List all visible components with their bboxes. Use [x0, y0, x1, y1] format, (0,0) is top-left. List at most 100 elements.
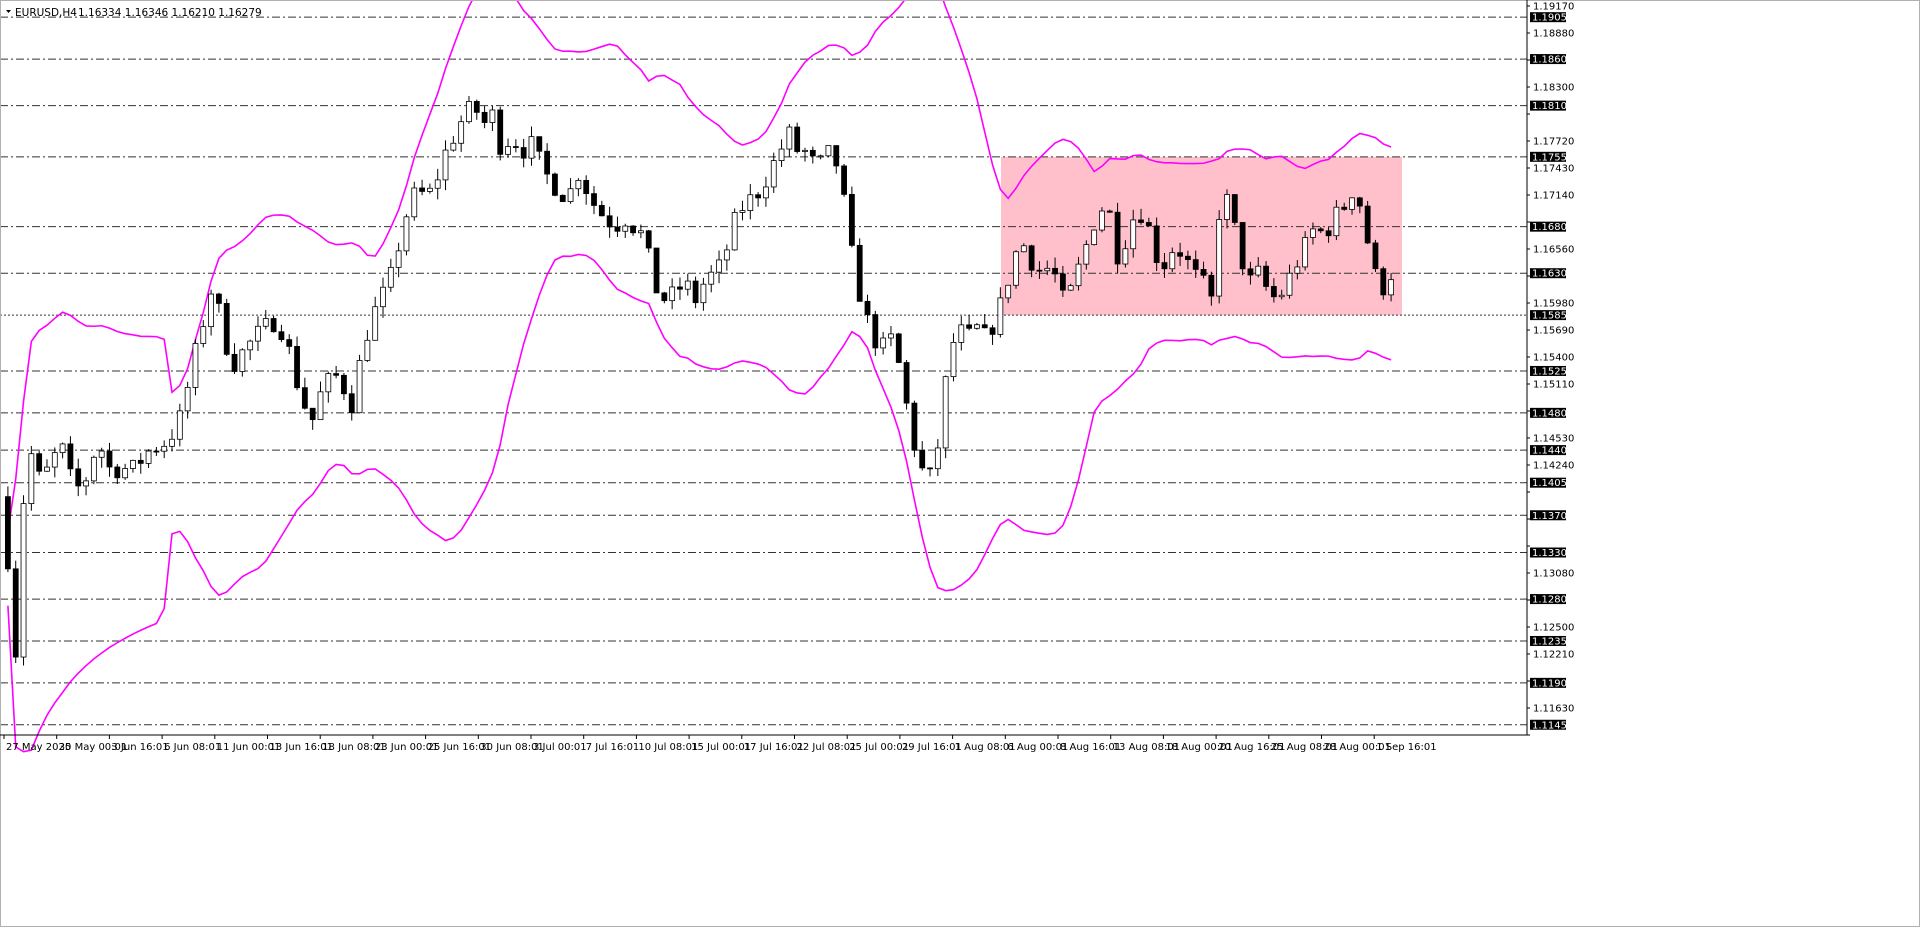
candle — [1372, 239, 1379, 273]
candle — [1052, 257, 1058, 283]
candle — [192, 339, 199, 396]
level-label-1.11900: 1.11900 — [1530, 677, 1573, 689]
candle — [1122, 240, 1129, 268]
candle — [59, 442, 66, 459]
price-tick-label: 1.17720 — [1533, 137, 1574, 148]
candle — [255, 316, 261, 351]
candle — [637, 224, 644, 239]
price-tick-label: 1.18300 — [1533, 83, 1574, 94]
candle — [958, 316, 965, 351]
candle — [278, 324, 285, 343]
candle — [426, 183, 433, 194]
candle — [731, 208, 738, 251]
candle — [1177, 242, 1183, 266]
candle — [1185, 250, 1191, 270]
candle — [216, 292, 222, 313]
candle — [974, 322, 980, 330]
candle — [114, 463, 121, 485]
price-tick-label: 1.11630 — [1533, 704, 1574, 715]
candle — [411, 181, 418, 221]
candle — [387, 258, 394, 292]
candle — [1099, 207, 1105, 233]
candle — [1325, 227, 1332, 243]
candle — [661, 291, 668, 304]
candle — [458, 115, 465, 152]
candle — [1200, 261, 1207, 279]
candle — [341, 372, 347, 401]
price-tick-label: 1.12500 — [1533, 623, 1574, 634]
candle — [1005, 284, 1012, 304]
candle — [903, 360, 910, 410]
candle — [262, 310, 269, 330]
candle — [67, 436, 74, 477]
candle — [567, 178, 574, 204]
candle — [403, 214, 410, 256]
candle — [75, 458, 82, 497]
time-tick-label: 1 Aug 08:01 — [955, 742, 1016, 753]
candle — [231, 343, 238, 374]
candle — [200, 320, 207, 348]
candle — [825, 145, 832, 158]
candle — [1349, 197, 1355, 215]
range-box[interactable] — [1001, 156, 1402, 316]
time-tick-label: 15 Jul 00:01 — [691, 742, 751, 753]
candle — [161, 440, 168, 459]
candle — [247, 339, 254, 361]
time-tick-label: 27 May 2025 — [6, 742, 71, 753]
candle — [763, 176, 769, 207]
candle — [1169, 247, 1176, 273]
candle — [5, 486, 11, 573]
time-tick-label: 25 Aug 08:01 — [1271, 742, 1338, 753]
candle — [1208, 271, 1215, 306]
lower-band[interactable] — [7, 253, 1392, 753]
candle — [1302, 231, 1309, 271]
level-label-1.16800: 1.16800 — [1530, 221, 1573, 233]
collapse-arrow-icon[interactable] — [6, 10, 11, 13]
candle — [380, 277, 386, 318]
candle — [1263, 261, 1269, 291]
candle — [841, 164, 847, 197]
candle — [309, 407, 316, 430]
levels-layer — [0, 16, 1527, 726]
candle — [684, 273, 691, 296]
candle — [1224, 189, 1230, 229]
candle — [997, 287, 1004, 338]
level-label-1.18600: 1.18600 — [1530, 54, 1573, 66]
chart-header: EURUSD,H4 1.16334 1.16346 1.16210 1.1627… — [6, 7, 262, 19]
candle — [544, 143, 551, 185]
price-tick-label: 1.17140 — [1533, 191, 1574, 202]
candle — [505, 138, 511, 158]
candle — [489, 105, 496, 131]
candle — [1020, 243, 1027, 253]
candle — [739, 200, 746, 221]
candle — [809, 146, 816, 164]
candle — [1356, 196, 1363, 214]
level-label-text: 1.11900 — [1532, 678, 1573, 689]
candle — [575, 178, 582, 197]
candle — [473, 99, 480, 120]
range-box-layer — [1001, 156, 1402, 316]
symbol-label: EURUSD,H4 — [15, 7, 77, 19]
candle — [28, 446, 35, 511]
candle — [552, 172, 558, 197]
candle — [966, 315, 973, 331]
candle — [98, 447, 105, 468]
level-label-1.13300: 1.13300 — [1530, 547, 1573, 559]
time-tick-label: 25 Jul 00:01 — [849, 742, 909, 753]
upper-band[interactable] — [7, 0, 1392, 533]
candle — [794, 122, 801, 154]
level-label-1.14400: 1.14400 — [1530, 445, 1573, 457]
time-tick-label: 20 Aug 16:01 — [1218, 742, 1285, 753]
candle — [1192, 250, 1199, 278]
candle — [1294, 260, 1301, 280]
candle — [270, 315, 277, 333]
candle — [723, 244, 730, 271]
level-label-1.12800: 1.12800 — [1530, 594, 1573, 606]
candle — [348, 385, 355, 421]
candle — [653, 247, 660, 294]
candle — [872, 310, 879, 356]
candle — [856, 238, 863, 302]
candle — [614, 216, 621, 237]
time-tick-label: 7 Jul 16:01 — [586, 742, 640, 753]
